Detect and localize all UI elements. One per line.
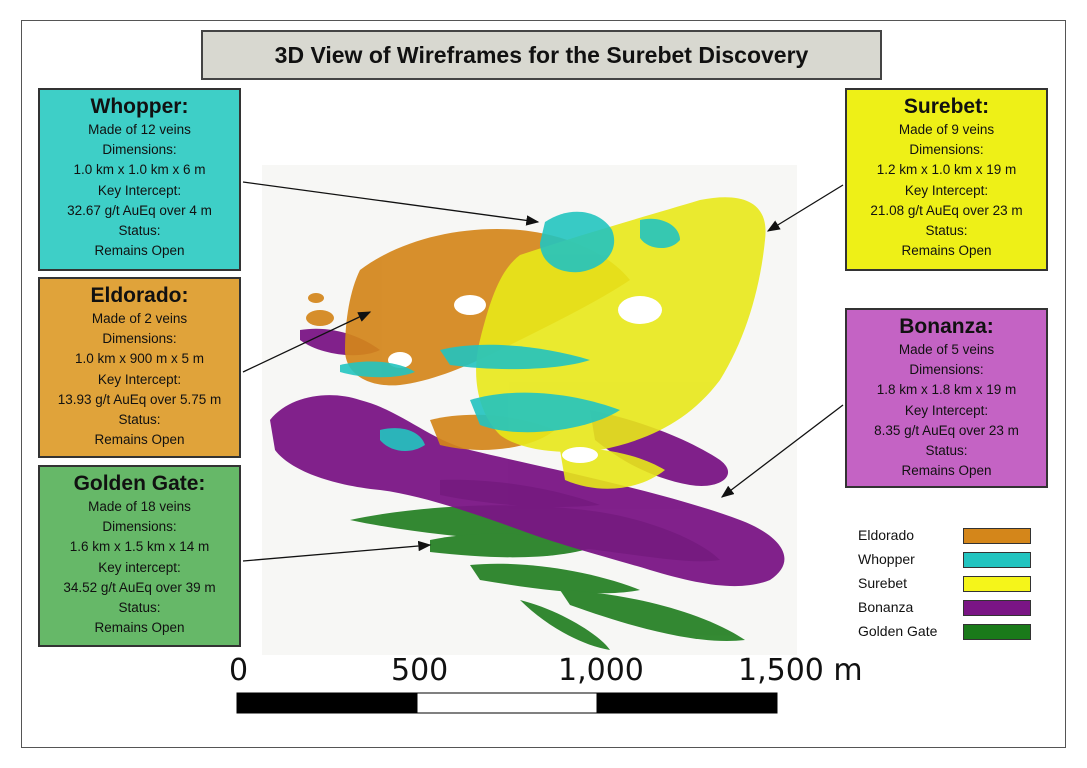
callout-arrows — [242, 181, 844, 562]
golden-gate-dimensions: 1.6 km x 1.5 km x 14 m — [69, 539, 210, 555]
bonanza-key-intercept: 8.35 g/t AuEq over 23 m — [874, 422, 1019, 438]
bonanza-status-label: Status: — [925, 443, 968, 459]
bonanza-name: Bonanza: — [899, 315, 994, 338]
scale-label-0: 0 — [229, 653, 249, 688]
surebet-dimensions: 1.2 km x 1.0 km x 19 m — [876, 162, 1017, 178]
eldorado-status-label: Status: — [118, 412, 161, 428]
eldorado-status: Remains Open — [94, 432, 185, 448]
golden-gate-info-box: Golden Gate: Made of 18 veins Dimensions… — [38, 465, 241, 647]
eldorado-key-intercept: 13.93 g/t AuEq over 5.75 m — [57, 391, 222, 407]
legend-label-bonanza: Bonanza — [858, 599, 914, 615]
scale-segment-2 — [416, 692, 598, 714]
golden-gate-key-intercept: 34.52 g/t AuEq over 39 m — [63, 579, 216, 595]
bonanza-info-box: Bonanza: Made of 5 veins Dimensions: 1.8… — [845, 308, 1048, 488]
eldorado-dim-label: Dimensions: — [102, 331, 177, 347]
whopper-dim-label: Dimensions: — [102, 142, 177, 158]
eldorado-info-box: Eldorado: Made of 2 veins Dimensions: 1.… — [38, 277, 241, 458]
surebet-status: Remains Open — [901, 243, 992, 259]
legend-label-whopper: Whopper — [858, 551, 915, 567]
whopper-status: Remains Open — [94, 243, 185, 259]
legend-swatch-whopper — [963, 552, 1031, 568]
whopper-key-label: Key Intercept: — [97, 182, 182, 198]
golden-gate-key-label: Key intercept: — [98, 559, 181, 575]
surebet-info-box: Surebet: Made of 9 veins Dimensions: 1.2… — [845, 88, 1048, 271]
scale-label-1000: 1,000 — [558, 653, 644, 688]
whopper-dimensions: 1.0 km x 1.0 km x 6 m — [73, 162, 206, 178]
eldorado-key-label: Key Intercept: — [97, 371, 182, 387]
golden-gate-status-label: Status: — [118, 600, 161, 616]
eldorado-veins-text: Made of 2 veins — [91, 311, 188, 326]
surebet-status-label: Status: — [925, 223, 968, 239]
scale-label-500: 500 — [391, 653, 449, 688]
whopper-status-label: Status: — [118, 223, 161, 239]
whopper-veins — [340, 211, 680, 452]
golden-gate-dim-label: Dimensions: — [102, 519, 177, 535]
golden-gate-status: Remains Open — [94, 620, 185, 636]
legend-swatch-bonanza — [963, 600, 1031, 616]
golden-gate-name: Golden Gate: — [73, 472, 206, 495]
whopper-info-box: Whopper: Made of 12 veins Dimensions: 1.… — [38, 88, 241, 271]
bonanza-key-label: Key Intercept: — [904, 402, 989, 418]
scale-label-1500: 1,500 m — [738, 653, 863, 688]
scale-bar — [236, 692, 778, 714]
surebet-veins-text: Made of 9 veins — [898, 122, 995, 137]
surebet-key-intercept: 21.08 g/t AuEq over 23 m — [870, 202, 1023, 218]
surebet-key-label: Key Intercept: — [904, 182, 989, 198]
scale-segment-3 — [596, 692, 778, 714]
legend-swatch-surebet — [963, 576, 1031, 592]
figure-title: 3D View of Wireframes for the Surebet Di… — [274, 41, 809, 68]
legend-swatch-eldorado — [963, 528, 1031, 544]
legend-label-eldorado: Eldorado — [858, 527, 915, 543]
bonanza-status: Remains Open — [901, 463, 992, 479]
legend-swatch-golden-gate — [963, 624, 1031, 640]
legend-label-surebet: Surebet — [858, 575, 908, 591]
legend-label-golden-gate: Golden Gate — [858, 623, 938, 639]
surebet-name: Surebet: — [903, 95, 990, 118]
bonanza-dim-label: Dimensions: — [909, 362, 984, 378]
scale-segment-1 — [236, 692, 418, 714]
bonanza-veins-text: Made of 5 veins — [898, 342, 995, 357]
eldorado-dimensions: 1.0 km x 900 m x 5 m — [74, 351, 205, 367]
whopper-name: Whopper: — [90, 95, 189, 118]
bonanza-dimensions: 1.8 km x 1.8 km x 19 m — [876, 382, 1017, 398]
eldorado-name: Eldorado: — [90, 284, 189, 307]
surebet-dim-label: Dimensions: — [909, 142, 984, 158]
whopper-veins-text: Made of 12 veins — [88, 122, 191, 137]
title-box: 3D View of Wireframes for the Surebet Di… — [201, 30, 882, 80]
golden-gate-veins-text: Made of 18 veins — [88, 499, 191, 514]
whopper-key-intercept: 32.67 g/t AuEq over 4 m — [67, 202, 212, 218]
